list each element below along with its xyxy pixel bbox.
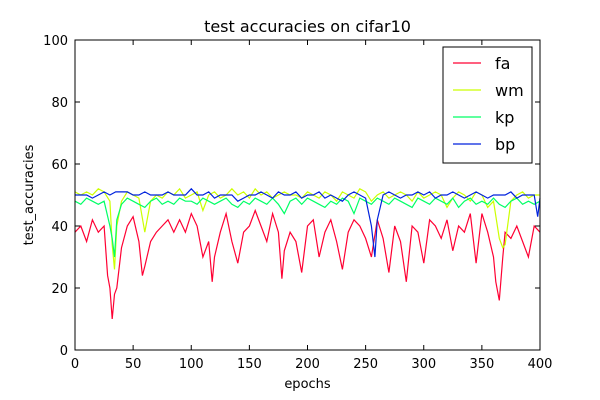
x-tick-label: 250 (353, 357, 378, 372)
x-tick-label: 200 (295, 357, 320, 372)
series-line-kp (74, 197, 541, 258)
plot-lines (74, 187, 541, 320)
chart-title: test accuracies on cifar10 (204, 17, 411, 36)
legend-label-kp: kp (495, 108, 514, 127)
legend-label-wm: wm (495, 81, 524, 100)
series-line-bp (75, 187, 541, 258)
series-line-fa (74, 208, 541, 320)
y-tick-label: 80 (51, 96, 68, 111)
y-tick-label: 60 (51, 158, 68, 173)
x-tick-label: 400 (528, 357, 553, 372)
legend-label-bp: bp (495, 135, 515, 154)
x-axis-label: epochs (284, 377, 331, 392)
legend-box (442, 46, 533, 164)
x-tick-label: 150 (237, 357, 262, 372)
x-tick-label: 0 (71, 357, 79, 372)
x-tick-label: 300 (411, 357, 436, 372)
y-tick-label: 0 (60, 344, 68, 359)
x-tick-label: 50 (125, 357, 142, 372)
y-tick-label: 40 (51, 220, 68, 235)
legend: fa wm kp bp (442, 46, 533, 164)
axis-ticks: 0 50 100 150 200 250 300 350 400 0 20 40 60 80 100 (43, 34, 552, 372)
series-line-wm (74, 187, 540, 270)
x-tick-label: 350 (469, 357, 494, 372)
y-tick-label: 100 (43, 34, 68, 49)
x-tick-label: 100 (179, 357, 204, 372)
y-axis-label: test_accuracies (22, 144, 37, 245)
legend-label-fa: fa (495, 54, 510, 73)
y-tick-label: 20 (51, 282, 68, 297)
